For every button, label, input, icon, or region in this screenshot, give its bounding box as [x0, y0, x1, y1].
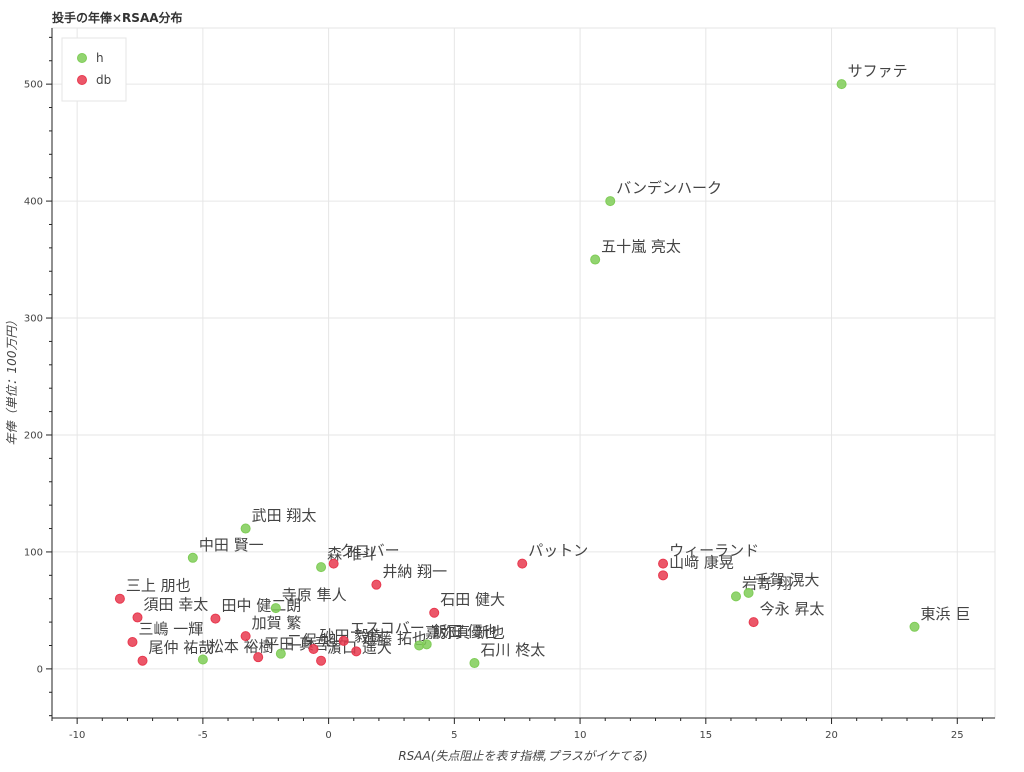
x-tick-label: 5 [451, 730, 457, 741]
point-label: 三上 朋也 [126, 577, 191, 595]
data-point [187, 552, 198, 563]
data-point [605, 196, 616, 207]
data-point [517, 558, 528, 569]
chart-title: 投手の年俸×RSAA分布 [52, 10, 183, 25]
point-label: 田中 健二朗 [221, 597, 301, 615]
data-point [371, 579, 382, 590]
data-point [429, 607, 440, 618]
point-label: 中田 賢一 [199, 536, 264, 554]
x-tick-label: 15 [699, 730, 712, 741]
x-tick-label: 0 [325, 730, 331, 741]
point-label: 森 唯斗 [327, 545, 377, 563]
point-label: 東浜 巨 [921, 605, 971, 623]
data-point [351, 646, 362, 657]
y-tick-label: 500 [24, 80, 43, 91]
data-point [730, 591, 741, 602]
point-label: 井納 翔一 [382, 563, 447, 581]
point-label: 須田 幸太 [143, 595, 208, 613]
y-tick-label: 200 [24, 430, 43, 441]
data-point [137, 655, 148, 666]
point-label: 加賀 繁 [252, 614, 302, 632]
point-label: パットン [528, 542, 588, 560]
point-label: 二保 旭 [287, 632, 337, 650]
legend-box [61, 37, 127, 102]
data-point [240, 523, 251, 534]
point-label: 山﨑 康晃 [669, 553, 734, 571]
point-label: 尾仲 祐哉 [149, 639, 214, 657]
point-label: 今永 昇太 [760, 600, 825, 618]
plot-frame [51, 27, 996, 719]
point-label: 進藤 拓也 [362, 629, 427, 647]
point-label: 砂田 毅樹 [320, 627, 385, 645]
point-label: 飯田 優也 [433, 622, 498, 640]
point-label: 嘉弥真 新也 [425, 623, 505, 641]
point-label: クロバー [340, 542, 400, 560]
data-point [316, 655, 327, 666]
legend-marker [77, 53, 87, 63]
point-label: 寺原 隼人 [282, 586, 347, 604]
data-point [114, 593, 125, 604]
point-label: 武田 翔太 [252, 507, 317, 525]
point-label: 五十嵐 亮太 [601, 238, 681, 256]
data-point [197, 654, 208, 665]
data-point [270, 603, 281, 614]
data-point [328, 558, 339, 569]
point-label: 石田 健大 [440, 591, 505, 609]
x-tick-label: -10 [69, 730, 85, 741]
data-point [132, 612, 143, 623]
y-tick-label: 100 [24, 547, 43, 558]
data-point [836, 79, 847, 90]
axes: -10 -5 0 5 10 15 20 25 0 100 200 300 400 500 [24, 28, 995, 741]
x-tick-label: 25 [951, 730, 964, 741]
data-point [210, 613, 221, 624]
legend-label: db [96, 73, 111, 87]
y-axis-label: 年俸（単位：100万円） [5, 315, 19, 446]
point-label: ウィーランド [669, 542, 759, 560]
data-points [114, 79, 920, 669]
x-axis-label: RSAA(失点阻止を表す指標,プラスがイケてる) [398, 749, 647, 763]
data-point [469, 658, 480, 669]
x-tick-label: 20 [825, 730, 838, 741]
data-point [748, 617, 759, 628]
point-label: 石川 柊太 [480, 641, 545, 659]
point-label: バンデンハーク [616, 179, 722, 197]
point-label: 松本 裕樹 [209, 638, 274, 656]
data-point [658, 570, 669, 581]
data-point [275, 648, 286, 659]
data-point [414, 640, 425, 651]
x-tick-label: 10 [574, 730, 587, 741]
point-label: エスコバー [350, 619, 425, 637]
data-point [909, 621, 920, 632]
point-label: 三嶋 一輝 [138, 620, 203, 638]
point-label: 千賀 滉大 [755, 571, 820, 589]
point-label: 岩嵜 翔 [742, 574, 792, 592]
point-label: サファテ [848, 62, 908, 80]
data-point [127, 636, 138, 647]
data-point [316, 562, 327, 573]
data-point [590, 254, 601, 265]
data-point [743, 587, 754, 598]
data-point [658, 558, 669, 569]
y-tick-label: 400 [24, 197, 43, 208]
legend: h db [61, 37, 127, 102]
y-tick-label: 300 [24, 314, 43, 325]
legend-label: h [96, 51, 104, 65]
data-point [240, 631, 251, 642]
data-point [338, 635, 349, 646]
data-point [253, 652, 264, 663]
data-point [308, 644, 319, 654]
x-tick-label: -5 [198, 730, 208, 741]
legend-marker [77, 75, 87, 85]
y-tick-label: 0 [37, 664, 43, 675]
